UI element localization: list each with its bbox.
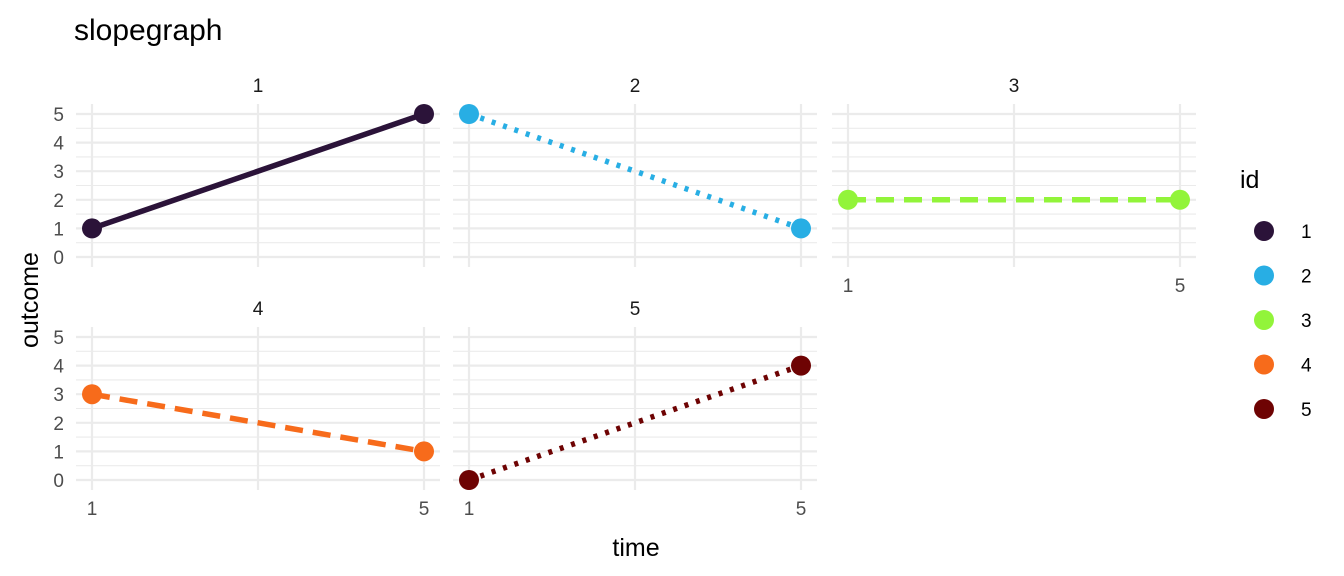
y-tick-label: 0 [53, 471, 64, 492]
series-line-1 [91, 111, 425, 231]
x-tick-label: 1 [87, 499, 98, 520]
facet-strip-label: 5 [630, 299, 641, 320]
data-point-1 [414, 104, 434, 124]
y-tick-label: 4 [53, 134, 64, 155]
legend-label-4: 4 [1301, 356, 1312, 377]
x-tick-label: 5 [796, 499, 807, 520]
y-tick-label: 5 [53, 328, 64, 349]
legend-key-2 [1254, 265, 1274, 286]
y-tick-label: 0 [53, 248, 64, 269]
data-point-1 [82, 218, 102, 239]
facet-panel-5: 5 1 5 [453, 299, 817, 520]
series-line-4 [91, 391, 425, 455]
y-axis-title: outcome [16, 252, 44, 348]
legend: id 1 2 3 4 5 [1240, 166, 1312, 421]
facet-strip-label: 3 [1009, 76, 1020, 97]
legend-key-4 [1254, 354, 1274, 375]
y-tick-label: 2 [53, 191, 64, 212]
data-point-5 [791, 355, 811, 376]
data-point-2 [459, 104, 479, 124]
data-point-4 [414, 441, 434, 462]
y-tick-label: 3 [53, 162, 64, 183]
x-tick-label: 5 [419, 499, 430, 520]
data-point-3 [838, 189, 858, 210]
x-tick-label: 5 [1175, 276, 1186, 297]
x-axis-title: time [612, 534, 659, 562]
facet-panels: 1 0 1 2 3 4 5 2 3 1 5 4 0 1 2 3 4 5 1 5 5 1 5 [53, 76, 1196, 520]
legend-key-1 [1254, 221, 1274, 241]
y-tick-label: 1 [53, 442, 64, 463]
data-point-5 [459, 470, 479, 490]
facet-panel-4: 4 0 1 2 3 4 5 1 5 [53, 299, 440, 520]
legend-label-1: 1 [1301, 222, 1312, 243]
y-tick-label: 2 [53, 414, 64, 435]
data-point-2 [791, 218, 811, 239]
facet-strip-label: 1 [253, 76, 264, 97]
facet-panel-2: 2 [453, 76, 817, 267]
facet-panel-3: 3 1 5 [832, 76, 1196, 297]
y-tick-label: 5 [53, 105, 64, 126]
chart-title: slopegraph [74, 14, 222, 47]
y-tick-label: 1 [53, 219, 64, 240]
legend-label-5: 5 [1301, 400, 1312, 421]
legend-title: id [1240, 166, 1259, 194]
legend-key-3 [1254, 310, 1274, 330]
data-point-3 [1170, 189, 1190, 210]
facet-strip-label: 2 [630, 76, 641, 97]
legend-label-3: 3 [1301, 311, 1312, 332]
y-tick-label: 4 [53, 357, 64, 378]
x-tick-label: 1 [464, 499, 475, 520]
legend-key-5 [1254, 399, 1274, 419]
x-tick-label: 1 [843, 276, 854, 297]
data-point-4 [82, 384, 102, 405]
facet-strip-label: 4 [253, 299, 264, 320]
legend-label-2: 2 [1301, 267, 1312, 288]
y-tick-label: 3 [53, 385, 64, 406]
facet-panel-1: 1 0 1 2 3 4 5 [53, 76, 440, 269]
